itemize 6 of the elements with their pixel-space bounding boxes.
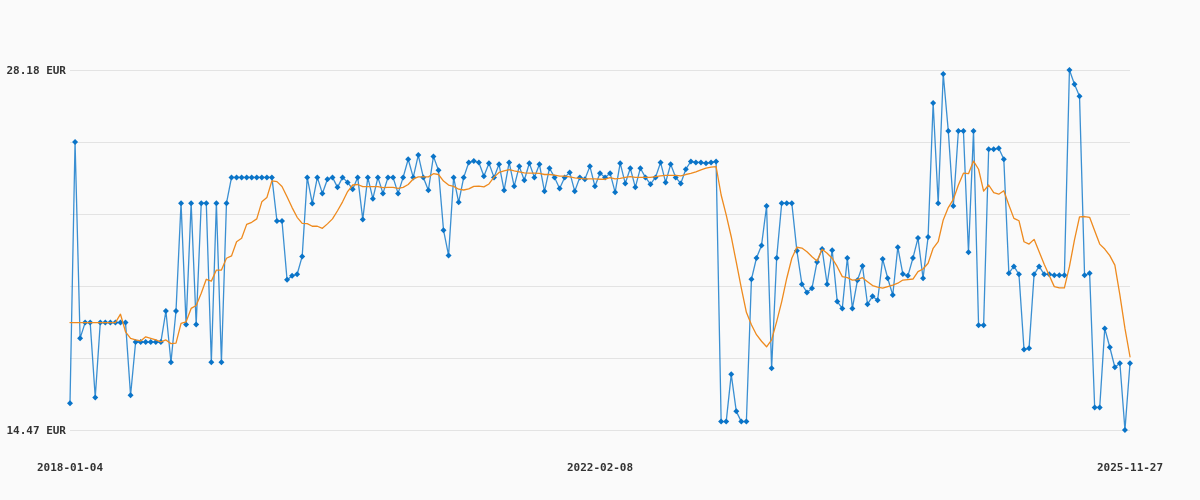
x-tick-label: 2025-11-27: [1096, 461, 1164, 474]
x-tick-label: 2018-01-04: [36, 461, 104, 474]
line-series: [69, 160, 1131, 358]
x-tick-label: 2022-02-08: [566, 461, 634, 474]
y-tick-label: 28.18 EUR: [6, 63, 67, 77]
y-tick-label: 14.47 EUR: [6, 423, 67, 437]
